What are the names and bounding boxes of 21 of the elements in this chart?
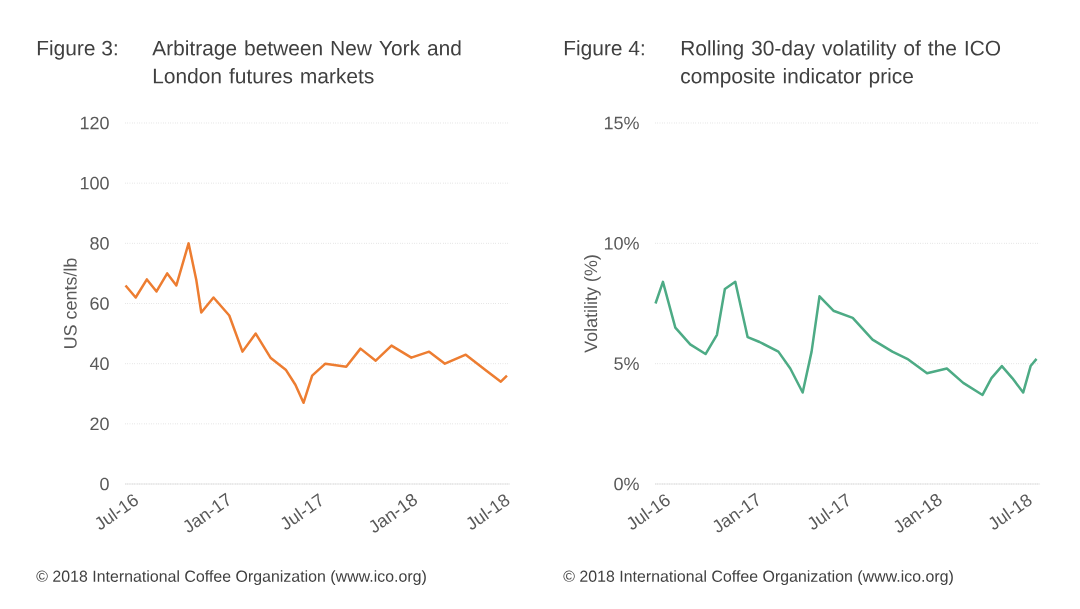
caption: Figure 4:: [564, 40, 644, 60]
y-axis-title: US cents/lb: [63, 258, 77, 348]
y-tick-label: 0: [100, 477, 109, 491]
line-series: [124, 242, 509, 405]
y-tick-label: 100: [80, 176, 109, 190]
y-tick-label: 0%: [614, 477, 639, 491]
text: © 2018 International Coffee Organization (www.ico.org): [36, 570, 426, 586]
text: © 2018 International Coffee Organization (www.ico.org): [563, 570, 953, 586]
y-tick-label: 40: [89, 357, 109, 371]
y-tick-label: 60: [90, 297, 109, 310]
y-tick-label: 15%: [604, 116, 639, 130]
y-tick-label: 120: [80, 116, 109, 130]
chart-title: Arbitrage between New York and London futures markets: [152, 40, 461, 84]
caption: Figure 3:: [37, 40, 117, 60]
y-tick-label: 10%: [604, 236, 639, 250]
chart-title: Rolling 30-day volatility of the ICO composite indicator price: [681, 40, 1001, 88]
y-tick-label: 5%: [614, 357, 639, 370]
y-tick-label: 20: [90, 417, 109, 431]
line-series: [654, 280, 1038, 397]
y-axis-title: Volatility (%): [584, 255, 601, 353]
y-tick-label: 80: [90, 236, 109, 250]
